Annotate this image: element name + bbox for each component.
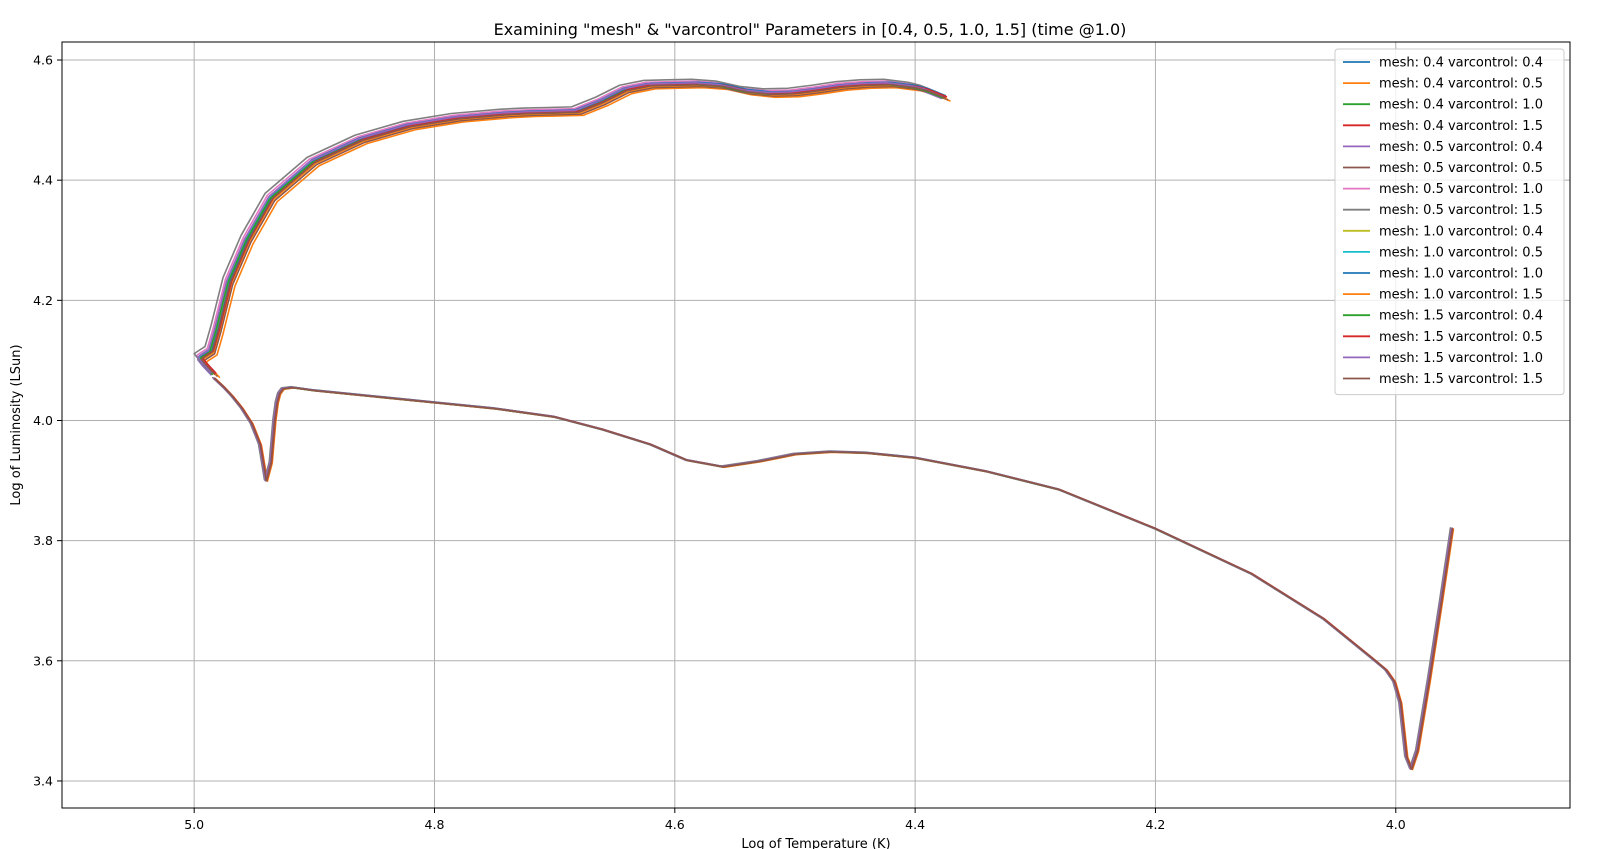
- legend-item: mesh: 0.5 varcontrol: 0.5: [1343, 161, 1543, 176]
- series-upper-track: [195, 80, 942, 372]
- legend-label: mesh: 1.0 varcontrol: 1.5: [1379, 288, 1543, 303]
- legend-label: mesh: 1.0 varcontrol: 1.0: [1379, 267, 1543, 282]
- legend-item: mesh: 0.5 varcontrol: 1.5: [1343, 203, 1543, 218]
- legend-item: mesh: 1.0 varcontrol: 1.5: [1343, 288, 1543, 303]
- y-tick-label: 3.4: [33, 773, 53, 788]
- series-lower-track: [213, 377, 1454, 770]
- legend-label: mesh: 0.4 varcontrol: 1.5: [1379, 119, 1543, 134]
- legend-item: mesh: 1.5 varcontrol: 0.4: [1343, 309, 1543, 324]
- legend: mesh: 0.4 varcontrol: 0.4 mesh: 0.4 varco…: [1334, 48, 1565, 396]
- legend-item: mesh: 1.0 varcontrol: 1.0: [1343, 267, 1543, 282]
- x-tick-label: 4.0: [1386, 817, 1406, 832]
- x-tick-label: 4.6: [665, 817, 685, 832]
- y-tick-label: 3.6: [33, 653, 53, 668]
- series-group: [193, 78, 1455, 771]
- x-tick-label: 4.8: [425, 817, 445, 832]
- legend-label: mesh: 0.5 varcontrol: 1.5: [1379, 203, 1543, 218]
- legend-label: mesh: 0.4 varcontrol: 0.5: [1379, 77, 1543, 92]
- series-upper-track: [196, 82, 943, 374]
- x-axis-label: Log of Temperature (K): [741, 837, 890, 849]
- grid: [62, 42, 1570, 808]
- legend-label: mesh: 0.4 varcontrol: 1.0: [1379, 98, 1543, 113]
- legend-item: mesh: 1.5 varcontrol: 1.5: [1343, 372, 1543, 387]
- axes-frame: [61, 41, 1571, 809]
- y-tick-label: 4.6: [33, 53, 53, 68]
- legend-item: mesh: 1.5 varcontrol: 0.5: [1343, 330, 1543, 345]
- legend-label: mesh: 1.5 varcontrol: 0.4: [1379, 309, 1543, 324]
- series-upper-track: [202, 85, 949, 377]
- legend-box: [1334, 48, 1565, 396]
- legend-label: mesh: 1.0 varcontrol: 0.5: [1379, 245, 1543, 260]
- y-tick-label: 4.0: [33, 413, 53, 428]
- series-upper-track: [193, 78, 939, 370]
- legend-item: mesh: 0.4 varcontrol: 0.4: [1343, 56, 1543, 71]
- x-axis-ticks: 5.0 4.8 4.6 4.4 4.2 4.0: [184, 808, 1406, 832]
- series-upper-track: [200, 83, 946, 376]
- x-tick-label: 4.2: [1146, 817, 1166, 832]
- legend-item: mesh: 1.0 varcontrol: 0.4: [1343, 224, 1543, 239]
- legend-item: mesh: 0.4 varcontrol: 1.0: [1343, 98, 1543, 113]
- legend-item: mesh: 0.4 varcontrol: 1.5: [1343, 119, 1543, 134]
- series-upper-track: [205, 86, 951, 379]
- legend-label: mesh: 0.5 varcontrol: 1.0: [1379, 182, 1543, 197]
- legend-item: mesh: 0.4 varcontrol: 0.5: [1343, 77, 1543, 92]
- legend-item: mesh: 0.5 varcontrol: 0.4: [1343, 140, 1543, 155]
- y-axis-label: Log of Luminosity (LSun): [9, 344, 24, 505]
- legend-item: mesh: 1.0 varcontrol: 0.5: [1343, 245, 1543, 260]
- legend-label: mesh: 0.4 varcontrol: 0.4: [1379, 56, 1543, 71]
- legend-label: mesh: 1.5 varcontrol: 1.5: [1379, 372, 1543, 387]
- y-axis-ticks: 3.4 3.6 3.8 4.0 4.2 4.4 4.6: [33, 53, 62, 788]
- legend-label: mesh: 1.5 varcontrol: 1.0: [1379, 351, 1543, 366]
- y-tick-label: 3.8: [33, 533, 53, 548]
- x-tick-label: 5.0: [184, 817, 204, 832]
- legend-item: mesh: 1.5 varcontrol: 1.0: [1343, 351, 1543, 366]
- chart-title: Examining "mesh" & "varcontrol" Paramete…: [494, 20, 1127, 39]
- legend-label: mesh: 1.0 varcontrol: 0.4: [1379, 224, 1543, 239]
- y-tick-label: 4.2: [33, 293, 53, 308]
- x-tick-label: 4.4: [905, 817, 925, 832]
- legend-label: mesh: 0.5 varcontrol: 0.5: [1379, 161, 1543, 176]
- legend-label: mesh: 1.5 varcontrol: 0.5: [1379, 330, 1543, 345]
- series-line: [200, 83, 1454, 770]
- y-tick-label: 4.4: [33, 173, 53, 188]
- legend-item: mesh: 0.5 varcontrol: 1.0: [1343, 182, 1543, 197]
- legend-label: mesh: 0.5 varcontrol: 0.4: [1379, 140, 1543, 155]
